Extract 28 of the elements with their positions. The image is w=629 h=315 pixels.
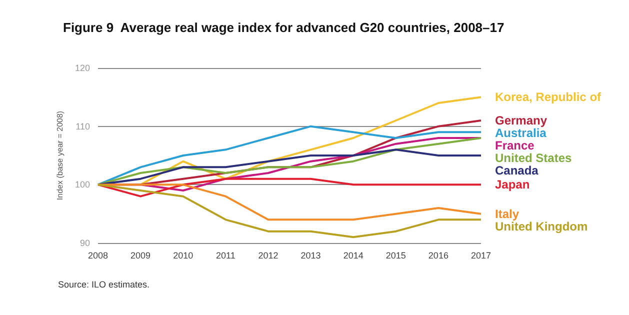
series-label: United Kingdom	[495, 219, 588, 234]
y-tick-label: 120	[74, 63, 90, 73]
x-tick-label: 2009	[130, 250, 151, 260]
x-tick-label: 2012	[258, 250, 278, 260]
series-label: Korea, Republic of	[495, 90, 602, 104]
y-tick-label: 110	[76, 121, 90, 132]
line-series	[97, 184, 482, 238]
chart-title: Figure 9 Average real wage index for advanced G20 countries, 2008–17	[63, 20, 504, 35]
series-label: Japan	[495, 178, 530, 192]
x-tick-label: 2014	[343, 250, 364, 260]
y-tick-label: 100	[74, 180, 90, 190]
series-label: Canada	[495, 164, 539, 178]
x-tick-label: 2013	[300, 250, 321, 260]
series-label: Germany	[495, 114, 548, 128]
series-label: France	[495, 138, 535, 152]
source-note: Source: ILO estimates.	[58, 280, 150, 290]
series-label: United States	[495, 151, 572, 165]
x-tick-label: 2015	[386, 250, 406, 260]
x-tick-label: 2011	[216, 250, 236, 260]
x-tick-label: 2008	[88, 250, 108, 260]
series-label: Australia	[495, 126, 547, 140]
x-tick-label: 2016	[428, 250, 448, 260]
y-tick-label: 90	[80, 238, 90, 248]
x-tick-label: 2010	[173, 250, 194, 260]
x-tick-label: 2017	[470, 250, 492, 260]
series-label: Italy	[495, 206, 520, 221]
line-series	[97, 184, 482, 221]
y-axis-title: Index (base year = 2008)	[56, 110, 65, 200]
